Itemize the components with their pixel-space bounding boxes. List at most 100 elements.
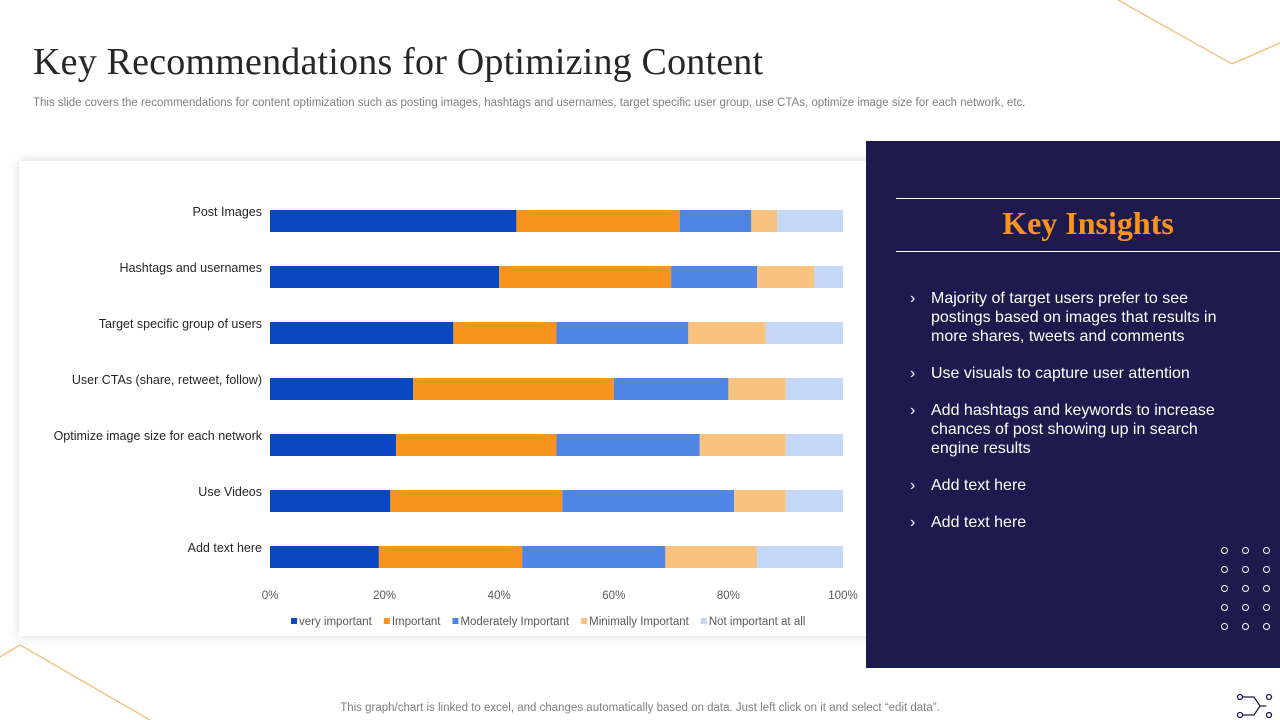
chevron-right-icon: › [910,290,916,307]
chevron-right-icon: › [910,365,916,382]
decorative-dot [1242,566,1249,573]
decorative-dot [1221,547,1228,554]
insights-top-rule [896,198,1280,199]
bar-segment [728,378,786,400]
category-label: Use Videos [198,485,262,499]
category-label: User CTAs (share, retweet, follow) [72,373,262,387]
bar-segment [270,490,391,512]
bar-segment [757,546,843,568]
bar-segment [688,322,766,344]
bar-segment [734,490,786,512]
decorative-dot [1263,623,1270,630]
x-tick-label: 20% [373,590,396,602]
bar-segment [757,266,815,288]
bar-segment [665,546,758,568]
bar-segment [765,322,843,344]
legend-swatch [452,618,459,624]
x-tick-label: 80% [717,590,740,602]
bar-segment [390,490,563,512]
bar-segment [270,378,414,400]
decorative-dot [1221,604,1228,611]
category-label: Add text here [188,541,262,555]
legend-swatch [383,618,390,624]
chevron-right-icon: › [910,514,916,531]
bar-segment [785,378,843,400]
category-label: Hashtags and usernames [120,261,262,275]
bar-segment [413,378,614,400]
legend-label: very important [299,616,373,628]
bar-segment [671,266,758,288]
stacked-bar-chart[interactable]: Post Images Hashtags and usernames Target … [19,161,896,636]
decorative-dot [1263,604,1270,611]
bar-segment [378,546,523,568]
chevron-right-icon: › [910,477,916,494]
key-insights-panel: Key Insights › Majority of target users p… [866,141,1280,668]
x-tick-label: 60% [602,590,625,602]
category-label: Target specific group of users [99,317,262,331]
legend-label: Moderately Important [460,616,569,628]
bar-segment [699,434,786,456]
legend-swatch [700,618,707,624]
decorative-dot [1263,566,1270,573]
footer-note: This graph/chart is linked to excel, and… [340,702,940,714]
insight-item: › Use visuals to capture user attention [910,364,1230,383]
circuit-icon [1236,693,1273,719]
bar-segment [785,490,843,512]
insights-list: › Majority of target users prefer to see … [910,289,1230,550]
chart-card[interactable]: Post Images Hashtags and usernames Target … [19,161,896,636]
insight-item: › Majority of target users prefer to see … [910,289,1230,346]
x-tick-label: 100% [828,590,857,602]
bar-segment [270,322,454,344]
bar-segment [516,210,680,232]
legend-label: Not important at all [709,616,806,628]
chevron-right-icon: › [910,402,916,419]
decorative-dot [1263,547,1270,554]
bar-segment [679,210,752,232]
decorative-dot [1242,585,1249,592]
decorative-dot [1242,623,1249,630]
bar-segment [751,210,778,232]
decorative-dot [1242,547,1249,554]
legend-swatch [581,618,588,624]
bar-segment [522,546,666,568]
insight-item: › Add hashtags and keywords to increase c… [910,401,1230,458]
insight-text: Majority of target users prefer to see p… [931,290,1217,345]
insight-item: › Add text here [910,476,1230,495]
page-title: Key Recommendations for Optimizing Conte… [33,41,764,83]
page-subtitle: This slide covers the recommendations fo… [33,97,1026,109]
insight-text: Add text here [931,477,1027,494]
bar-segment [396,434,557,456]
x-tick-label: 40% [488,590,511,602]
decorative-dot [1221,566,1228,573]
legend-label: Minimally Important [589,616,689,628]
decorative-dot [1263,585,1270,592]
bar-segment [814,266,843,288]
bar-segment [785,434,843,456]
insights-title: Key Insights [1002,205,1174,241]
bar-segment [562,490,735,512]
insights-bottom-rule [896,251,1280,252]
category-label: Post Images [193,205,262,219]
legend-label: Important [392,616,441,628]
insight-item: › Add text here [910,513,1230,532]
bar-segment [270,266,500,288]
bar-segment [777,210,843,232]
bar-segment [270,546,379,568]
bar-segment [270,210,517,232]
category-label: Optimize image size for each network [54,429,263,443]
decorative-dot [1221,585,1228,592]
insight-text: Add hashtags and keywords to increase ch… [931,402,1215,457]
bar-segment [499,266,672,288]
bar-segment [613,378,729,400]
decorative-dot [1242,604,1249,611]
x-tick-label: 0% [262,590,279,602]
decorative-dot [1221,623,1228,630]
insight-text: Add text here [931,514,1027,531]
bar-segment [556,434,700,456]
bar-segment [270,434,397,456]
bar-segment [556,322,689,344]
bar-segment [453,322,557,344]
legend-swatch [291,618,297,624]
insight-text: Use visuals to capture user attention [931,365,1190,382]
